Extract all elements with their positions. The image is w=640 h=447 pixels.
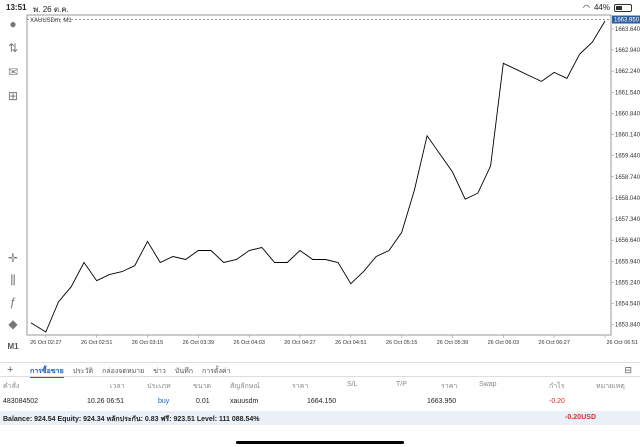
- current-price-box: [612, 15, 640, 24]
- new-order-icon[interactable]: ⊞: [7, 89, 19, 103]
- x-tick-label: 26 Oct 06:03: [488, 340, 520, 346]
- y-tick-label: 1653.840: [615, 323, 640, 329]
- col-size: ขนาด: [193, 383, 212, 390]
- price-chart[interactable]: XAUUSDm, M1 1663.640 1662.940 1662.240 1661…: [26, 14, 640, 354]
- tab-3[interactable]: ข่าว: [153, 368, 166, 375]
- objects-icon[interactable]: ◆: [8, 317, 18, 331]
- battery-fill: [616, 5, 622, 10]
- current-price-label: 1663.950: [614, 18, 640, 24]
- tabs-container: การซื้อขาย ประวัติ กล่องจดหมาย ข่าว บันทึก กา…: [30, 366, 230, 378]
- add-icon[interactable]: +: [7, 364, 14, 376]
- col-sl: S/L: [347, 381, 358, 388]
- function-icon[interactable]: ƒ: [9, 295, 17, 309]
- total-profit: -0.20: [565, 414, 581, 421]
- balance-text: Balance: 924.54 Equity: 924.34 หลักประกั…: [3, 416, 260, 423]
- table-row[interactable]: 483084502 10.26 06:51 buy 0.01 xauusdm 1…: [0, 396, 640, 409]
- balance-bar: Balance: 924.54 Equity: 924.34 หลักประกั…: [0, 411, 640, 425]
- wifi-icon: ◠: [583, 3, 590, 12]
- account-icon[interactable]: ●: [9, 17, 17, 31]
- col-current-price: ราคา: [441, 383, 458, 390]
- order-symbol: xauusdm: [230, 398, 259, 405]
- x-tick-label: 26 Oct 03:39: [183, 340, 215, 346]
- tab-2[interactable]: กล่องจดหมาย: [102, 368, 145, 375]
- y-tick-label: 1661.540: [615, 90, 640, 96]
- status-time: 13:51: [6, 3, 27, 12]
- col-tp: T/P: [396, 381, 407, 388]
- col-order: คำสั่ง: [3, 383, 20, 390]
- crosshair-icon[interactable]: ✛: [7, 251, 19, 265]
- currency: USD: [581, 414, 596, 421]
- y-tick-label: 1655.240: [615, 280, 640, 286]
- x-tick-label: 26 Oct 02:27: [30, 340, 62, 346]
- order-current-price: 1663.950: [427, 398, 457, 405]
- col-type: ประเภท: [147, 383, 171, 390]
- bottom-tab-bar: + การซื้อขาย ประวัติ กล่องจดหมาย ข่าว บันทึก…: [0, 362, 640, 378]
- order-id: 483084502: [3, 398, 39, 405]
- tab-5[interactable]: การตั้งค่า: [201, 368, 231, 375]
- x-tick-label: 26 Oct 04:03: [233, 340, 264, 346]
- order-open-price: 1664.150: [307, 398, 337, 405]
- x-tick-label: 26 Oct 04:27: [284, 340, 316, 346]
- trade-icon[interactable]: ⇅: [7, 41, 19, 55]
- status-bar: 13:51 พ. 26 ต.ค. ◠ 44%: [0, 0, 640, 14]
- chart-symbol-label: XAUUSDm, M1: [30, 18, 72, 24]
- x-axis: 26 Oct 02:27 26 Oct 02:51 26 Oct 03:15 26 O…: [30, 335, 638, 346]
- y-tick-label: 1662.940: [615, 48, 640, 54]
- x-tick-label: 26 Oct 06:51: [607, 340, 639, 346]
- y-tick-label: 1660.840: [615, 111, 640, 117]
- y-tick-label: 1660.140: [615, 133, 640, 139]
- x-tick-label: 26 Oct 05:15: [386, 340, 418, 346]
- order-type: buy: [158, 398, 170, 405]
- chat-icon[interactable]: ✉: [7, 65, 19, 79]
- y-tick-label: 1658.040: [615, 196, 640, 202]
- x-tick-label: 26 Oct 04:51: [335, 340, 367, 346]
- columns-icon[interactable]: ⊟: [624, 365, 632, 375]
- battery-percent: 44%: [593, 3, 610, 12]
- chart-frame: [26, 14, 612, 336]
- status-date: พ. 26 ต.ค.: [33, 5, 69, 14]
- tab-0[interactable]: การซื้อขาย: [30, 366, 64, 378]
- y-tick-label: 1657.340: [615, 217, 640, 223]
- x-tick-label: 26 Oct 03:15: [132, 340, 164, 346]
- orders-header: คำสั่ง เวลา ประเภท ขนาด สัญลักษณ์ ราคา S…: [0, 379, 640, 392]
- col-price: ราคา: [292, 383, 309, 390]
- order-profit: -0.20: [549, 398, 565, 405]
- battery-icon: [614, 3, 632, 12]
- y-tick-label: 1656.640: [615, 238, 640, 244]
- chart-svg: XAUUSDm, M1 1663.640 1662.940 1662.240 1661…: [26, 14, 640, 346]
- y-tick-label: 1662.240: [615, 69, 640, 75]
- y-tick-label: 1655.940: [615, 259, 640, 265]
- col-time: เวลา: [110, 383, 125, 390]
- col-profit: กำไร: [549, 383, 565, 390]
- timeframe-button[interactable]: M1: [7, 342, 19, 351]
- col-symbol: สัญลักษณ์: [230, 383, 260, 390]
- status-right: ◠ 44%: [583, 3, 632, 12]
- y-axis: 1663.640 1662.940 1662.240 1661.540 1660.840…: [611, 27, 640, 329]
- order-time: 10.26 06:51: [87, 398, 124, 405]
- indicators-icon[interactable]: ⫼: [10, 273, 16, 287]
- tab-1[interactable]: ประวัติ: [72, 368, 94, 375]
- left-toolbar: ● ⇅ ✉ ⊞ ✛ ⫼ ƒ ◆ M1: [0, 14, 26, 354]
- home-indicator: [236, 441, 404, 444]
- x-tick-label: 26 Oct 02:51: [81, 340, 113, 346]
- x-tick-label: 26 Oct 05:39: [437, 340, 469, 346]
- y-tick-label: 1659.440: [615, 154, 640, 160]
- y-tick-label: 1658.740: [615, 175, 640, 181]
- col-swap: Swap: [479, 381, 497, 388]
- col-comment: หมายเหตุ: [596, 383, 625, 390]
- y-tick-label: 1663.640: [615, 27, 640, 33]
- order-size: 0.01: [196, 398, 210, 405]
- tab-4[interactable]: บันทึก: [174, 368, 193, 375]
- x-tick-label: 26 Oct 06:27: [538, 340, 570, 346]
- y-tick-label: 1654.540: [615, 302, 640, 308]
- price-line: [30, 20, 606, 333]
